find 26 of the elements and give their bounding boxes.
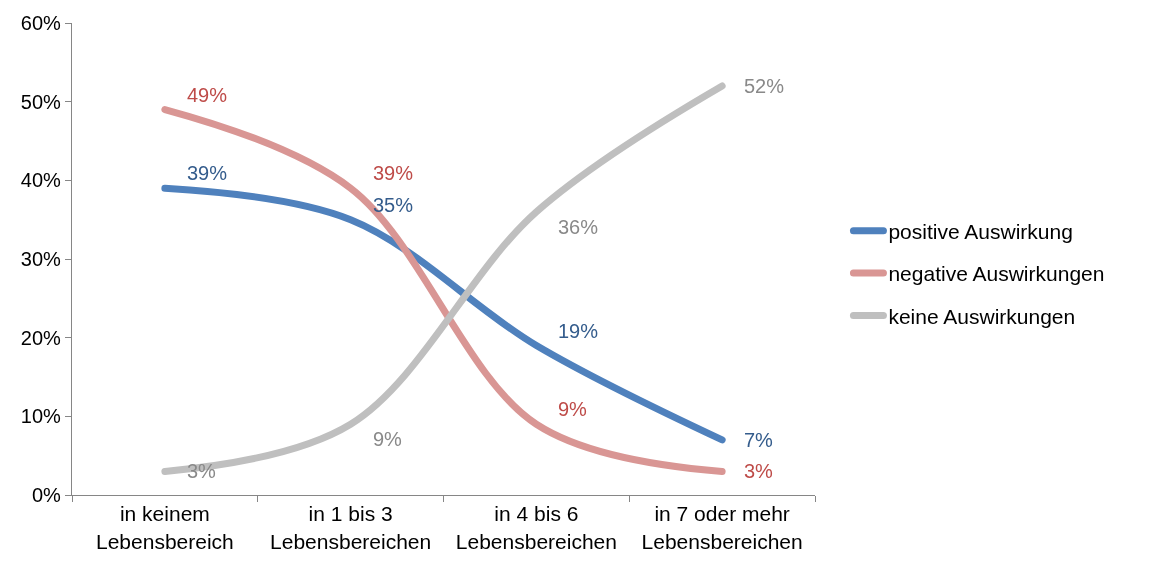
x-tick-label: in 4 bis 6 Lebensbereichen <box>455 502 617 553</box>
y-tick-label: 40% <box>20 169 62 192</box>
data-label: 39% <box>373 162 414 184</box>
data-label: 36% <box>558 216 599 238</box>
data-label: 49% <box>187 84 228 106</box>
data-label: 3% <box>187 460 217 482</box>
data-label: 9% <box>373 428 403 450</box>
y-tick-label: 50% <box>20 90 62 113</box>
x-tick-label: in 7 oder mehr Lebensbereichen <box>641 502 803 553</box>
data-label: 9% <box>558 398 588 420</box>
data-label: 52% <box>744 75 785 97</box>
y-tick-label: 30% <box>20 248 62 270</box>
legend-label: positive Auswirkung <box>888 220 1073 243</box>
x-tick-label: in 1 bis 3 Lebensbereichen <box>270 502 432 553</box>
data-label: 19% <box>558 320 599 342</box>
data-label: 35% <box>373 194 414 216</box>
legend-label: negative Auswirkungen <box>888 262 1105 286</box>
y-tick-label: 0% <box>31 484 62 506</box>
data-label: 7% <box>744 429 774 451</box>
y-tick-label: 10% <box>20 405 62 428</box>
data-label: 39% <box>187 162 228 184</box>
y-tick-label: 60% <box>20 12 62 34</box>
data-label: 3% <box>744 460 774 482</box>
legend-label: keine Auswirkungen <box>888 304 1076 328</box>
x-tick-label: in keinem Lebensbereich <box>95 502 234 553</box>
y-tick-label: 20% <box>20 326 62 349</box>
